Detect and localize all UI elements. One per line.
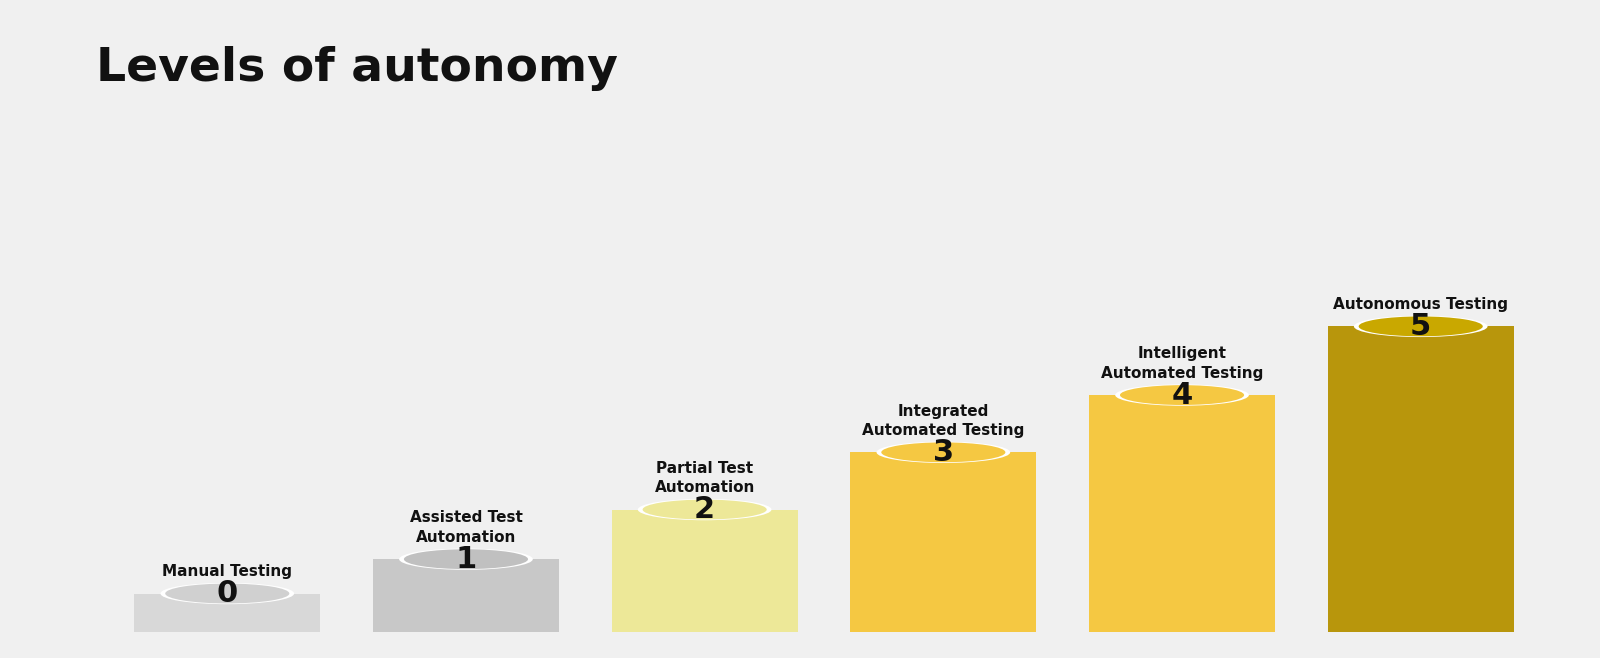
Bar	[1090, 395, 1275, 632]
Ellipse shape	[882, 442, 1005, 462]
Ellipse shape	[160, 583, 294, 604]
Bar	[373, 559, 558, 632]
Text: Intelligent
Automated Testing: Intelligent Automated Testing	[1101, 346, 1264, 380]
Bar	[1328, 326, 1514, 632]
Ellipse shape	[1115, 384, 1250, 406]
Text: Levels of autonomy: Levels of autonomy	[96, 46, 618, 91]
Ellipse shape	[165, 584, 290, 603]
Text: Integrated
Automated Testing: Integrated Automated Testing	[862, 403, 1024, 438]
Ellipse shape	[638, 499, 771, 520]
Text: 2: 2	[694, 495, 715, 524]
Ellipse shape	[643, 499, 766, 519]
Text: 1: 1	[456, 545, 477, 574]
Text: 4: 4	[1171, 380, 1192, 409]
Bar	[134, 594, 320, 632]
Text: Autonomous Testing: Autonomous Testing	[1333, 297, 1509, 312]
Text: 0: 0	[216, 579, 238, 608]
Ellipse shape	[1358, 316, 1483, 336]
Ellipse shape	[403, 549, 528, 569]
Bar	[611, 509, 798, 632]
Text: Partial Test
Automation: Partial Test Automation	[654, 461, 755, 495]
Bar	[850, 452, 1037, 632]
Ellipse shape	[398, 549, 533, 570]
Text: 3: 3	[933, 438, 954, 467]
Text: Assisted Test
Automation: Assisted Test Automation	[410, 511, 523, 545]
Text: 5: 5	[1410, 312, 1432, 341]
Ellipse shape	[1120, 385, 1245, 405]
Ellipse shape	[1354, 316, 1488, 337]
Text: Manual Testing: Manual Testing	[162, 564, 293, 579]
Ellipse shape	[877, 442, 1010, 463]
